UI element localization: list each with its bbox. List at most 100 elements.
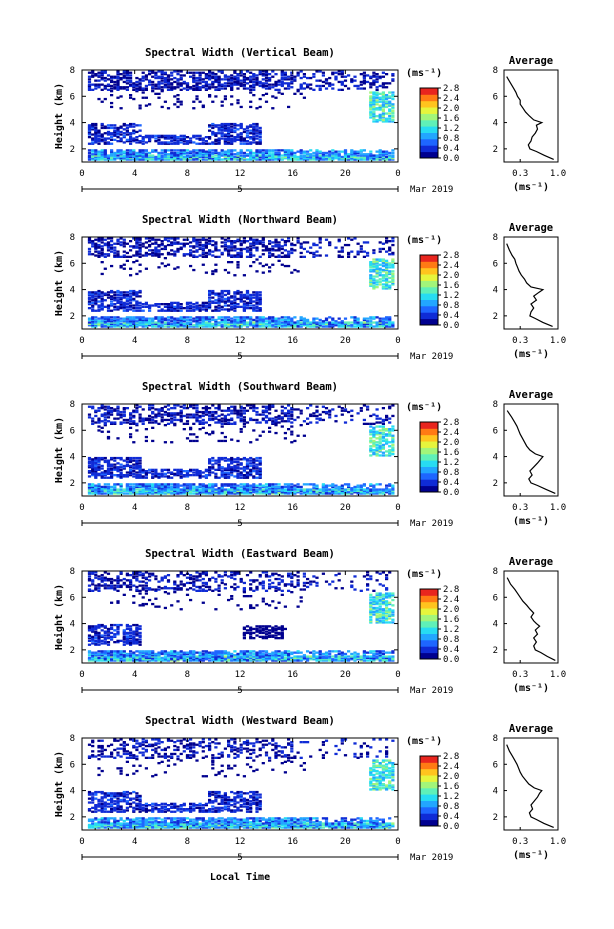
- heatmap-cell: [87, 253, 92, 256]
- heatmap-cell: [189, 75, 193, 78]
- heatmap-cell: [233, 299, 237, 302]
- heatmap-cell: [385, 237, 389, 240]
- heatmap-cell: [239, 483, 243, 486]
- heatmap-cell: [116, 289, 120, 293]
- heatmap-cell: [328, 154, 332, 157]
- heatmap-cell: [268, 155, 272, 159]
- average-y-tick-label: 2: [493, 312, 498, 322]
- heatmap-cell: [239, 463, 243, 466]
- heatmap-cell: [362, 158, 366, 161]
- heatmap-cell: [236, 76, 240, 80]
- heatmap-cell: [220, 153, 224, 156]
- heatmap-cell: [271, 107, 275, 110]
- heatmap-cell: [223, 249, 227, 252]
- heatmap-cell: [280, 70, 284, 73]
- heatmap-cell: [334, 322, 338, 326]
- heatmap-cell: [138, 324, 142, 327]
- heatmap-cell: [388, 240, 392, 243]
- heatmap-cell: [91, 325, 95, 328]
- heatmap-cell: [135, 404, 139, 407]
- heatmap-cell: [211, 467, 215, 470]
- heatmap-cell: [214, 132, 218, 135]
- heatmap-cell: [170, 134, 174, 137]
- heatmap-cell: [195, 97, 199, 101]
- heatmap-cell: [261, 73, 265, 76]
- heatmap-cell: [119, 95, 123, 98]
- heatmap-cell: [144, 435, 148, 439]
- heatmap-cell: [151, 475, 155, 478]
- heatmap-cell: [340, 88, 344, 91]
- heatmap-cell: [100, 133, 104, 136]
- heatmap-cell: [94, 470, 98, 473]
- heatmap-cell: [242, 483, 246, 486]
- heatmap-cell: [110, 316, 114, 319]
- heatmap-cell: [236, 251, 240, 255]
- heatmap-cell: [385, 119, 389, 122]
- heatmap-cell: [312, 151, 316, 155]
- heatmap-cell: [261, 413, 265, 416]
- heatmap-cell: [106, 249, 111, 252]
- heatmap-cell: [173, 76, 177, 80]
- heatmap-cell: [343, 154, 348, 157]
- heatmap-cell: [129, 417, 133, 420]
- heatmap-cell: [242, 76, 246, 80]
- heatmap-cell: [242, 75, 246, 78]
- heatmap-cell: [375, 267, 379, 270]
- heatmap-cell: [324, 254, 329, 257]
- heatmap-cell: [378, 96, 382, 99]
- heatmap-cell: [176, 484, 180, 487]
- heatmap-cell: [315, 325, 319, 328]
- heatmap-cell: [129, 492, 133, 495]
- heatmap-cell: [106, 243, 111, 247]
- heatmap-cell: [280, 78, 284, 81]
- heatmap-cell: [179, 412, 183, 415]
- heatmap-cell: [129, 422, 133, 425]
- heatmap-cell: [173, 86, 177, 89]
- heatmap-cell: [359, 325, 363, 328]
- heatmap-cell: [381, 317, 385, 320]
- heatmap-cell: [125, 475, 129, 478]
- heatmap-cell: [223, 158, 227, 161]
- heatmap-cell: [280, 263, 284, 266]
- heatmap-cell: [255, 307, 259, 310]
- heatmap-cell: [369, 284, 373, 287]
- heatmap-cell: [378, 268, 382, 272]
- heatmap-cell: [100, 305, 104, 308]
- heatmap-cell: [154, 316, 158, 319]
- heatmap-cell: [217, 154, 221, 157]
- heatmap-cell: [261, 322, 265, 326]
- heatmap-cell: [125, 305, 129, 308]
- heatmap-cell: [217, 141, 221, 144]
- heatmap-cell: [176, 83, 180, 86]
- heatmap-cell: [198, 471, 202, 474]
- heatmap-cell: [170, 322, 174, 326]
- heatmap-cell: [318, 155, 322, 159]
- heatmap-cell: [179, 317, 183, 320]
- heatmap-cell: [100, 299, 104, 302]
- heatmap-cell: [119, 237, 123, 240]
- heatmap-cell: [166, 153, 171, 156]
- heatmap-cell: [113, 86, 117, 89]
- heatmap-cell: [94, 126, 98, 130]
- heatmap-cell: [119, 305, 123, 308]
- heatmap-cell: [97, 243, 101, 247]
- heatmap-cell: [356, 317, 360, 320]
- heatmap-cell: [201, 322, 205, 326]
- heatmap-cell: [334, 157, 338, 160]
- heatmap-cell: [201, 488, 205, 491]
- heatmap-cell: [195, 492, 199, 495]
- heatmap-cell: [230, 492, 234, 495]
- heatmap-cell: [287, 149, 291, 152]
- heatmap-cell: [239, 240, 243, 243]
- heatmap-cell: [312, 317, 316, 320]
- heatmap-cell: [283, 74, 287, 77]
- heatmap-cell: [201, 105, 205, 109]
- heatmap-cell: [132, 420, 136, 423]
- heatmap-cell: [166, 492, 171, 495]
- heatmap-cell: [378, 151, 382, 155]
- heatmap-cell: [309, 158, 313, 161]
- heatmap-cell: [192, 325, 196, 328]
- heatmap-cell: [290, 322, 294, 326]
- heatmap-cell: [132, 307, 136, 310]
- heatmap-cell: [372, 258, 376, 261]
